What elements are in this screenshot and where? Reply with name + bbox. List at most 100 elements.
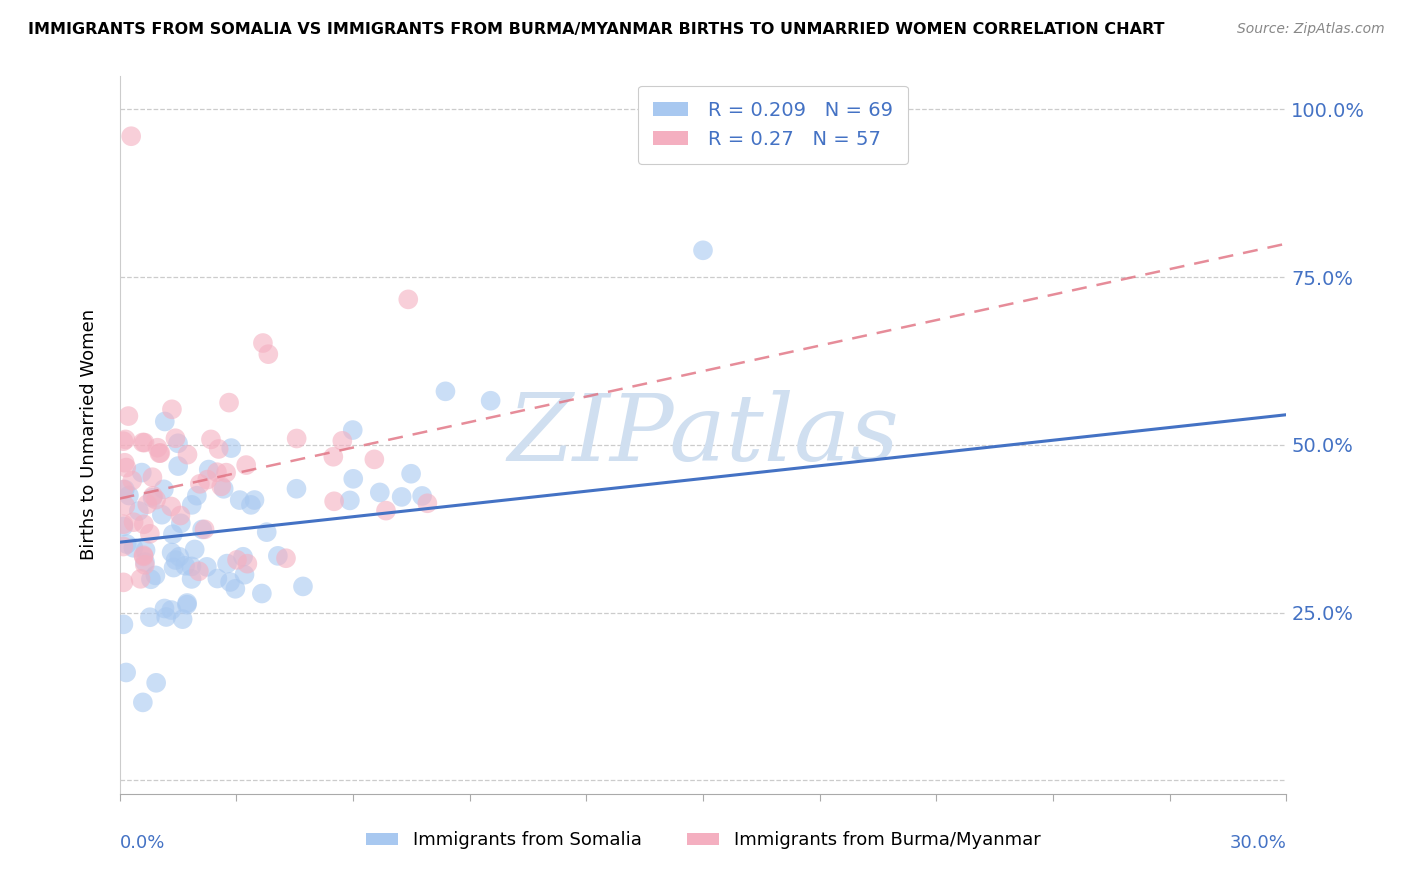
Point [114, 433, 136, 447]
Point [186, 489, 208, 503]
Point [150, 508, 173, 522]
Point [132, 517, 155, 532]
Point [195, 560, 218, 574]
Point [219, 441, 242, 455]
Text: 30.0%: 30.0% [1230, 834, 1286, 852]
Point [176, 598, 198, 612]
Point [112, 519, 135, 533]
Point [250, 586, 273, 600]
Point [136, 497, 159, 511]
Point [339, 493, 361, 508]
Point [153, 601, 176, 615]
Point [118, 488, 141, 502]
Y-axis label: Births to Unmarried Women: Births to Unmarried Women [80, 310, 98, 560]
Point [375, 503, 398, 517]
Point [256, 525, 278, 540]
Point [141, 470, 163, 484]
Point [115, 665, 138, 680]
Point [218, 395, 240, 409]
Point [170, 516, 193, 531]
Point [134, 555, 156, 569]
Point [233, 567, 256, 582]
Point [411, 489, 433, 503]
Point [121, 474, 143, 488]
Point [391, 490, 413, 504]
Point [122, 515, 145, 529]
Point [114, 456, 136, 470]
Point [169, 508, 191, 523]
Point [176, 596, 198, 610]
Point [226, 553, 249, 567]
Point [142, 491, 165, 505]
Point [396, 293, 419, 307]
Point [191, 523, 214, 537]
Point [120, 129, 142, 144]
Point [115, 537, 138, 551]
Point [112, 617, 135, 632]
Point [112, 483, 135, 497]
Point [323, 494, 346, 508]
Point [243, 493, 266, 508]
Point [153, 483, 176, 497]
Point [692, 244, 714, 258]
Point [167, 459, 190, 474]
Point [479, 393, 502, 408]
Point [235, 458, 257, 472]
Point [205, 465, 228, 479]
Point [128, 504, 150, 518]
Point [207, 572, 229, 586]
Point [180, 559, 202, 574]
Point [236, 557, 259, 571]
Point [180, 572, 202, 586]
Point [195, 473, 218, 487]
Point [132, 695, 155, 709]
Point [165, 431, 187, 445]
Point [122, 541, 145, 555]
Point [342, 472, 364, 486]
Point [169, 549, 191, 564]
Point [232, 549, 254, 564]
Point [322, 450, 344, 464]
Point [134, 435, 156, 450]
Point [172, 612, 194, 626]
Point [160, 500, 183, 514]
Point [160, 603, 183, 617]
Point [291, 579, 314, 593]
Point [434, 384, 457, 399]
Point [330, 434, 353, 448]
Point [129, 572, 152, 586]
Point [215, 466, 238, 480]
Point [342, 423, 364, 437]
Point [174, 558, 197, 573]
Text: ZIPatlas: ZIPatlas [508, 390, 898, 480]
Point [112, 575, 135, 590]
Point [257, 347, 280, 361]
Point [167, 436, 190, 450]
Point [149, 446, 172, 460]
Point [139, 526, 162, 541]
Point [197, 462, 219, 476]
Point [132, 435, 155, 450]
Text: 0.0%: 0.0% [120, 834, 165, 852]
Point [115, 460, 138, 475]
Point [228, 493, 250, 508]
Point [145, 568, 167, 582]
Point [209, 479, 232, 493]
Point [160, 402, 183, 417]
Point [112, 434, 135, 449]
Point [193, 522, 215, 536]
Point [132, 548, 155, 562]
Text: Source: ZipAtlas.com: Source: ZipAtlas.com [1237, 22, 1385, 37]
Point [160, 545, 183, 559]
Point [183, 542, 205, 557]
Point [132, 549, 155, 564]
Point [153, 415, 176, 429]
Point [267, 549, 290, 563]
Point [285, 482, 308, 496]
Point [146, 441, 169, 455]
Point [131, 466, 153, 480]
Point [162, 560, 184, 574]
Point [139, 610, 162, 624]
Point [112, 517, 135, 532]
Point [112, 540, 135, 554]
